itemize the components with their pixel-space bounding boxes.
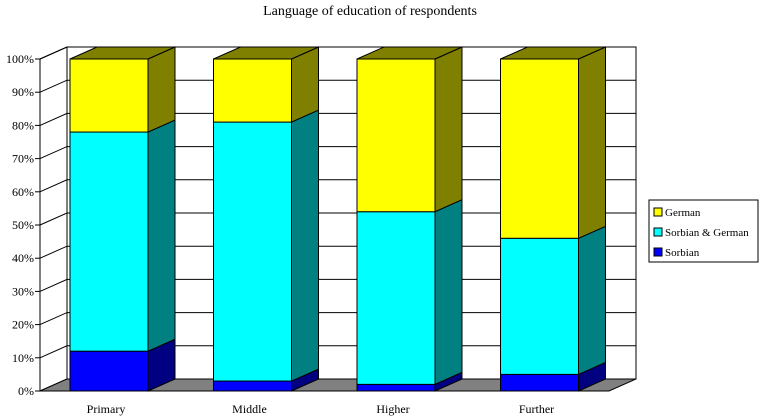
y-tick-label: 40% <box>12 251 34 265</box>
y-axis-ticks: 0% 10% 20% 30% 40% 50% 60% 70% 80% 90% 100% <box>6 52 41 398</box>
y-tick-label: 90% <box>12 85 34 99</box>
x-axis-categories: Primary Middle Higher Further <box>87 402 555 416</box>
category-label: Middle <box>232 402 267 416</box>
bar-segment <box>69 350 149 392</box>
y-tick-label: 20% <box>12 318 34 332</box>
bar-top <box>213 46 319 60</box>
y-tick-label: 10% <box>12 351 34 365</box>
bar-segment <box>500 58 579 239</box>
category-label: Primary <box>87 402 126 416</box>
bar-side <box>147 119 176 352</box>
bar-top <box>356 46 463 60</box>
legend-swatch <box>653 227 663 237</box>
y-tick-label: 30% <box>12 284 34 298</box>
bar-segment <box>356 58 436 213</box>
bar-top <box>500 46 606 60</box>
bar-side <box>291 109 319 382</box>
bar-top <box>69 46 176 60</box>
bar-segment <box>213 380 292 392</box>
legend-label: Sorbian & German <box>665 227 749 239</box>
bar-segment <box>356 383 436 392</box>
bar-side <box>291 46 319 123</box>
bar-segment <box>213 58 292 123</box>
bar-segment <box>69 131 149 352</box>
bar-side <box>578 225 606 376</box>
y-tick-label: 60% <box>12 185 34 199</box>
legend-box <box>648 199 759 263</box>
bars <box>69 46 606 392</box>
chart-title: Language of education of respondents <box>263 4 477 19</box>
legend-swatch <box>653 207 663 217</box>
legend-label: Sorbian <box>665 247 700 259</box>
bar-segment <box>213 121 292 382</box>
bar-side <box>434 198 463 386</box>
category-label: Higher <box>376 402 409 416</box>
bar-segment <box>69 58 149 133</box>
y-tick-label: 100% <box>6 52 34 66</box>
category-label: Further <box>519 402 554 416</box>
legend-label: German <box>665 207 701 219</box>
bar-segment <box>356 211 436 385</box>
y-tick-label: 50% <box>12 218 34 232</box>
bar-segment <box>500 373 579 392</box>
y-tick-label: 70% <box>12 152 34 166</box>
bar-side <box>147 46 176 133</box>
legend-swatch <box>653 247 663 257</box>
bar-side <box>434 46 463 213</box>
y-tick-label: 0% <box>18 384 34 398</box>
y-tick-label: 80% <box>12 118 34 132</box>
bar-segment <box>500 237 579 375</box>
legend: German Sorbian & German Sorbian <box>648 199 759 263</box>
bar-side <box>578 46 606 240</box>
